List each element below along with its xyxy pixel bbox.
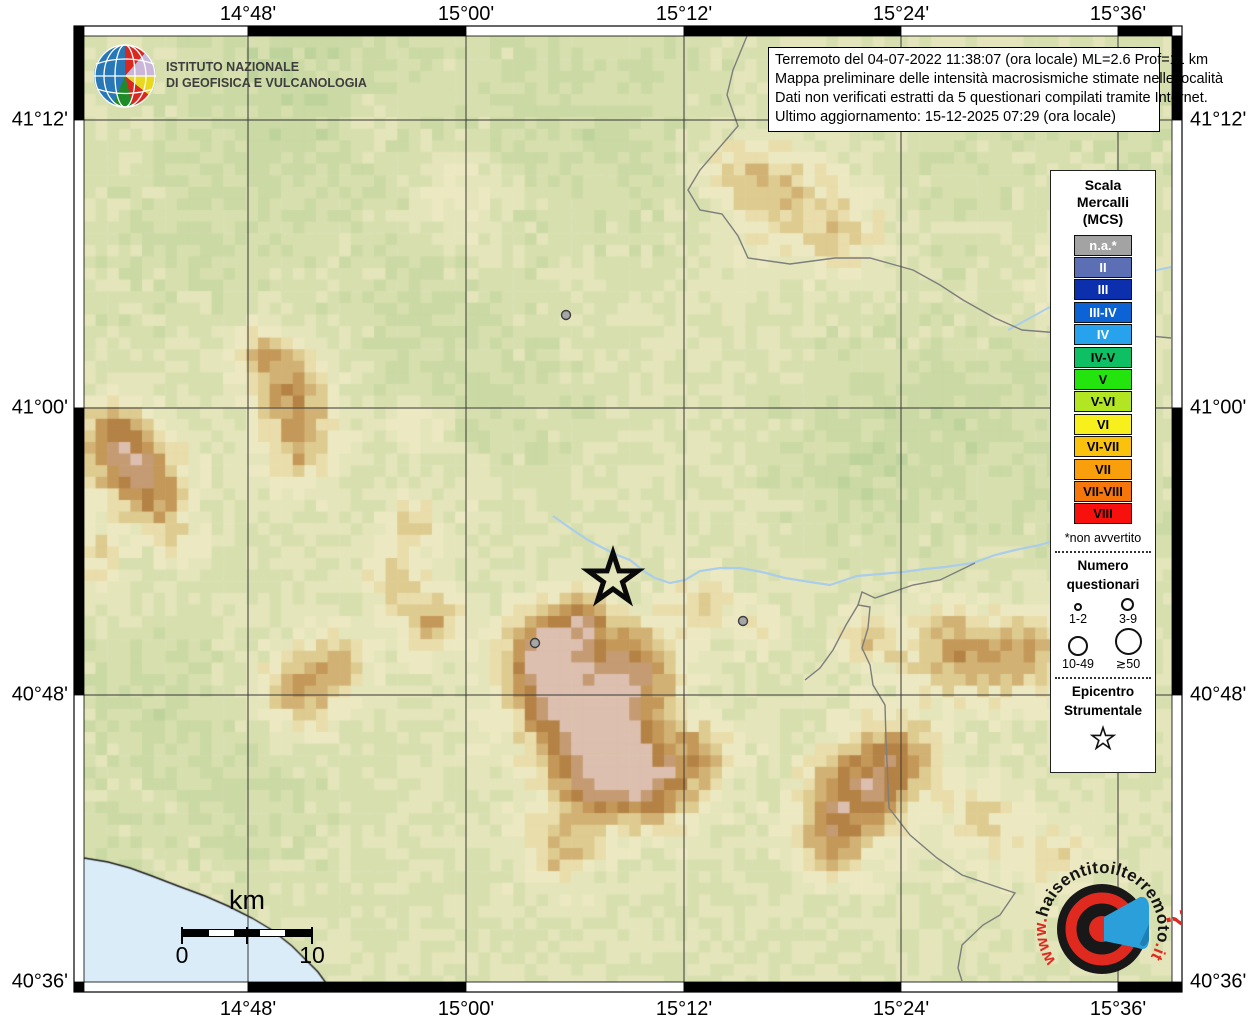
frame-segment <box>465 25 685 37</box>
lon-label-bottom: 14°48' <box>219 998 277 1020</box>
questionnaire-class: 1-2 <box>1069 603 1087 626</box>
scalebar-end: 10 <box>299 942 325 968</box>
ingv-name-line2: DI GEOFISICA E VULCANOLOGIA <box>166 76 367 90</box>
questionnaire-count-title: Numero questionari <box>1066 557 1140 592</box>
frame-segment <box>73 981 85 993</box>
frame-segment <box>1171 407 1183 696</box>
frame-segment <box>73 119 85 409</box>
lat-label-right: 40°48' <box>1190 683 1247 706</box>
questionnaire-count-classes: 1-2 3-9 10-49 ≳50 <box>1053 598 1153 671</box>
mcs-swatch-VI: VI <box>1074 413 1132 435</box>
lat-label-left: 41°00' <box>11 396 68 419</box>
mcs-swatch-VIIVIII: VII-VIII <box>1074 480 1132 502</box>
lon-label-top: 15°36' <box>1089 3 1147 25</box>
count-circle-icon <box>1067 636 1088 657</box>
event-info-line: Terremoto del 04-07-2022 11:38:07 (ora l… <box>775 52 1209 68</box>
epicenter-star-icon <box>1089 725 1117 751</box>
lat-label-right: 40°36' <box>1190 970 1247 993</box>
frame-segment <box>73 407 85 696</box>
ingv-logo: ISTITUTO NAZIONALE DI GEOFISICA E VULCAN… <box>92 42 367 110</box>
haisentitoilterremoto-logo: www.haisentitoilterremoto .it ? <box>1031 858 1194 1005</box>
legend-title: Scala Mercalli (MCS) <box>1076 177 1130 228</box>
count-circle-icon <box>1114 628 1142 656</box>
legend-divider <box>1055 550 1151 553</box>
questionnaire-class: 3-9 <box>1119 598 1137 626</box>
event-info-box: Terremoto del 04-07-2022 11:38:07 (ora l… <box>768 47 1224 132</box>
frame-segment <box>83 25 249 37</box>
frame-segment <box>683 25 902 37</box>
event-info-line: Dati non verificati estratti da 5 questi… <box>775 90 1208 107</box>
frame-segment <box>1171 25 1183 37</box>
legend-footnote: *non avvertito <box>1064 530 1142 545</box>
lat-label-right: 41°00' <box>1190 396 1247 419</box>
questionnaire-class: 10-49 <box>1062 636 1094 671</box>
frame-segment <box>1117 25 1173 37</box>
frame-segment <box>900 25 1119 37</box>
event-info-line: Mappa preliminare delle intensità macros… <box>775 71 1224 88</box>
frame-segment <box>73 25 85 37</box>
frame-segment <box>247 25 467 37</box>
mcs-swatch-III: III <box>1074 279 1132 301</box>
ingv-name-line1: ISTITUTO NAZIONALE <box>166 60 300 75</box>
event-info-line: Ultimo aggiornamento: 15-12-2025 07:29 (… <box>775 109 1116 126</box>
lat-label-left: 40°48' <box>11 683 68 706</box>
count-circle-icon <box>1121 598 1135 612</box>
scalebar-unit: km <box>229 885 265 915</box>
hsit-suffix: .it <box>1147 941 1171 964</box>
lat-label-right: 41°12' <box>1190 108 1247 131</box>
instrumental-epicenter-title: Epicentro Strumentale <box>1063 684 1143 719</box>
lon-label-top: 15°00' <box>437 3 495 25</box>
mcs-swatch-na: n.a.* <box>1074 234 1132 256</box>
hsit-logo-graphic: www.haisentitoilterremoto .it ? <box>1031 858 1194 974</box>
terrain-raster <box>84 36 1172 982</box>
lat-label-left: 41°12' <box>11 108 68 131</box>
mcs-swatch-V: V <box>1074 368 1132 390</box>
lon-label-bottom: 15°12' <box>655 998 713 1020</box>
lon-label-top: 15°12' <box>655 3 713 25</box>
lon-label-bottom: 15°36' <box>1089 998 1147 1020</box>
mcs-swatch-VVI: V-VI <box>1074 391 1132 413</box>
mcs-swatch-II: II <box>1074 257 1132 279</box>
frame-segment <box>465 981 685 993</box>
frame-segment <box>73 35 85 121</box>
lon-label-bottom: 15°24' <box>872 998 930 1020</box>
frame-segment <box>683 981 902 993</box>
mcs-scale-swatches: n.a.* II III III-IV IV IV-V V V-VI VI VI-VII VII VI… <box>1074 233 1132 525</box>
lat-label-left: 40°36' <box>11 970 68 993</box>
mcs-swatch-IIIIV: III-IV <box>1074 301 1132 323</box>
hsit-www: www. <box>1032 915 1060 969</box>
lon-label-top: 15°24' <box>872 3 930 25</box>
frame-segment <box>1171 119 1183 409</box>
mcs-swatch-VII: VII <box>1074 458 1132 480</box>
ingv-globe-icon <box>94 44 156 108</box>
scalebar-start: 0 <box>175 942 189 968</box>
frame-segment <box>83 981 249 993</box>
mcs-swatch-IVV: IV-V <box>1074 346 1132 368</box>
frame-segment <box>73 694 85 983</box>
frame-segment <box>247 981 467 993</box>
mcs-swatch-VIVII: VI-VII <box>1074 436 1132 458</box>
legend-divider <box>1055 677 1151 680</box>
questionnaire-class: ≳50 <box>1114 628 1142 671</box>
ingv-wordmark: ISTITUTO NAZIONALE DI GEOFISICA E VULCAN… <box>166 60 367 91</box>
mcs-swatch-IV: IV <box>1074 324 1132 346</box>
mcs-swatch-VIII: VIII <box>1074 503 1132 525</box>
count-circle-icon <box>1073 603 1082 612</box>
lon-label-top: 14°48' <box>219 3 277 25</box>
lon-label-bottom: 15°00' <box>437 998 495 1020</box>
legend-panel: Scala Mercalli (MCS) n.a.* II III III-IV IV I… <box>1050 170 1156 773</box>
